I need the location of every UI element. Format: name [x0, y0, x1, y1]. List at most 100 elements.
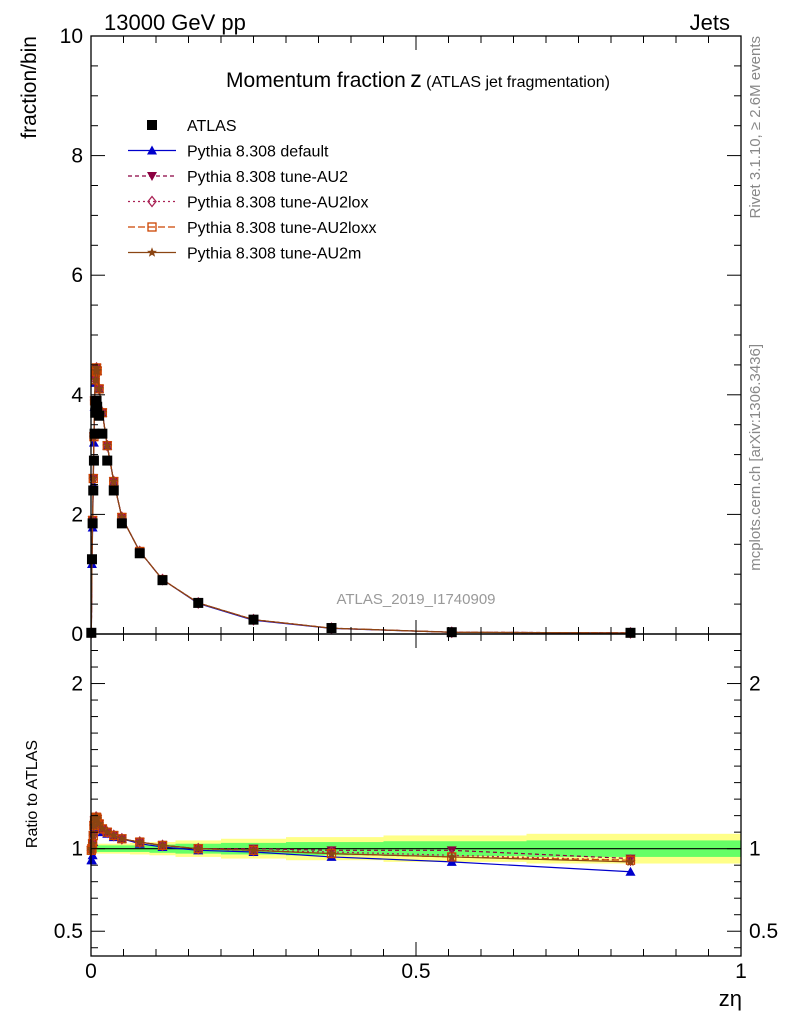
ratio-panel-series [86, 811, 636, 876]
main-point-atlas [88, 485, 99, 496]
main-point-atlas [625, 627, 636, 638]
main-point-au2m [92, 365, 103, 376]
ratio-x-tick-label: 0.5 [401, 960, 430, 983]
ratio-point-au2loxx [625, 855, 636, 865]
main-y-tick-label: 6 [71, 264, 83, 287]
ratio-y-tick-label-right: 0.5 [749, 920, 778, 943]
ratio-point-default [86, 855, 97, 865]
legend-marker-atlas [147, 120, 157, 130]
ratio-point-au2m [134, 836, 145, 847]
legend-label-au2: Pythia 8.308 tune-AU2 [187, 169, 348, 186]
ratio-x-tick-label: 0 [85, 960, 97, 983]
ratio-point-au2m [326, 848, 337, 858]
legend-marker-au2 [147, 172, 157, 181]
ratio-y-tick-label: 1 [71, 838, 83, 861]
ratio-point-au2m [102, 826, 113, 837]
ratio-series-au2m [86, 812, 636, 867]
main-point-atlas [446, 627, 457, 638]
legend-label-au2m: Pythia 8.308 tune-AU2m [187, 246, 361, 263]
main-point-atlas [248, 614, 259, 625]
legend-label-atlas: ATLAS [187, 118, 237, 135]
mcplots-credit-label: mcplots.cern.ch [arXiv:1306.3436] [747, 344, 764, 571]
main-y-tick-label: 8 [71, 145, 83, 168]
main-y-tick-label: 2 [71, 503, 83, 526]
ratio-point-au2m [108, 830, 119, 840]
main-point-atlas [134, 548, 145, 559]
title-var: z [410, 66, 422, 92]
main-point-atlas [102, 455, 113, 466]
legend-marker-au2loxx [147, 222, 157, 232]
main-point-au2m [108, 476, 119, 486]
ratio-y-tick-label-right: 1 [749, 838, 761, 861]
ratio-y-tick-label: 2 [71, 673, 83, 696]
legend-label-au2loxx: Pythia 8.308 tune-AU2loxx [187, 220, 376, 237]
ratio-point-au2lox [625, 854, 636, 867]
ratio-point-au2m [88, 830, 99, 840]
ratio-point-au2m [116, 833, 127, 843]
main-point-au2m [88, 473, 99, 483]
main-point-atlas [97, 428, 108, 439]
ratio-point-au2m [94, 818, 105, 829]
ratio-x-tick-label: 1 [735, 960, 747, 983]
main-point-atlas [326, 623, 337, 634]
ratio-panel-background [91, 833, 741, 864]
main-point-atlas [87, 518, 98, 529]
main-point-au2m [94, 383, 105, 394]
main-y-tick-label: 4 [71, 384, 83, 407]
title-sub: (ATLAS jet fragmentation) [426, 74, 610, 91]
ratio-point-au2m [157, 840, 168, 850]
legend-marker-au2lox [147, 195, 157, 208]
main-point-atlas [108, 485, 119, 496]
main-point-atlas [193, 597, 204, 608]
ratio-point-au2m [92, 813, 103, 824]
legend-label-default: Pythia 8.308 default [187, 144, 329, 161]
legend: ATLAS Pythia 8.308 default Pythia 8.308 tu… [128, 118, 376, 263]
legend-entry-au2m: Pythia 8.308 tune-AU2m [128, 246, 361, 263]
legend-entry-au2: Pythia 8.308 tune-AU2 [128, 169, 348, 186]
ratio-point-au2m [248, 845, 259, 855]
main-point-au2m [102, 440, 113, 450]
legend-marker-au2m [147, 247, 157, 257]
ratio-point-au2m [87, 838, 98, 848]
main-point-atlas [157, 575, 168, 586]
ratio-point-au2lox [446, 849, 457, 862]
ratio-point-au2m [97, 823, 108, 834]
ratio-y-tick-label: 0.5 [54, 920, 83, 943]
plot-title: Momentum fraction z (ATLAS jet fragmenta… [226, 66, 610, 92]
main-point-atlas [92, 401, 103, 412]
main-point-atlas [88, 455, 99, 466]
ratio-point-default [625, 866, 636, 876]
ratio-point-au2m [193, 843, 204, 853]
main-series-atlas [86, 395, 636, 638]
y-axis-label-main: fraction/bin [18, 36, 41, 139]
title-main: Momentum fraction [226, 69, 406, 92]
ratio-point-au2lox [326, 845, 337, 859]
ratio-panel-frame [90, 633, 742, 957]
main-y-tick-label: 10 [60, 25, 83, 48]
main-point-au2m [90, 374, 101, 385]
legend-entry-default: Pythia 8.308 default [128, 144, 329, 161]
header-left: 13000 GeV pp [104, 10, 246, 35]
main-point-atlas [116, 518, 127, 529]
analysis-watermark: ATLAS_2019_I1740909 [336, 591, 495, 608]
header-right: Jets [690, 10, 730, 35]
main-point-au2m [116, 512, 127, 522]
main-point-atlas [94, 410, 105, 421]
legend-marker-default [147, 145, 157, 155]
main-point-atlas [86, 554, 97, 565]
rivet-version-label: Rivet 3.1.10, ≥ 2.6M events [747, 36, 764, 219]
legend-entry-au2loxx: Pythia 8.308 tune-AU2loxx [128, 220, 376, 237]
x-axis-label: zη [719, 986, 742, 1011]
ratio-point-au2m [625, 856, 636, 867]
main-panel-series [86, 361, 636, 639]
main-point-atlas [89, 428, 100, 439]
main-y-tick-label: 0 [71, 623, 83, 646]
ratio-point-au2m [88, 820, 99, 830]
legend-entry-au2lox: Pythia 8.308 tune-AU2lox [128, 195, 368, 212]
legend-entry-atlas: ATLAS [147, 118, 237, 135]
ratio-point-au2m [446, 851, 457, 862]
legend-label-au2lox: Pythia 8.308 tune-AU2lox [187, 195, 368, 212]
main-point-atlas [91, 395, 102, 406]
